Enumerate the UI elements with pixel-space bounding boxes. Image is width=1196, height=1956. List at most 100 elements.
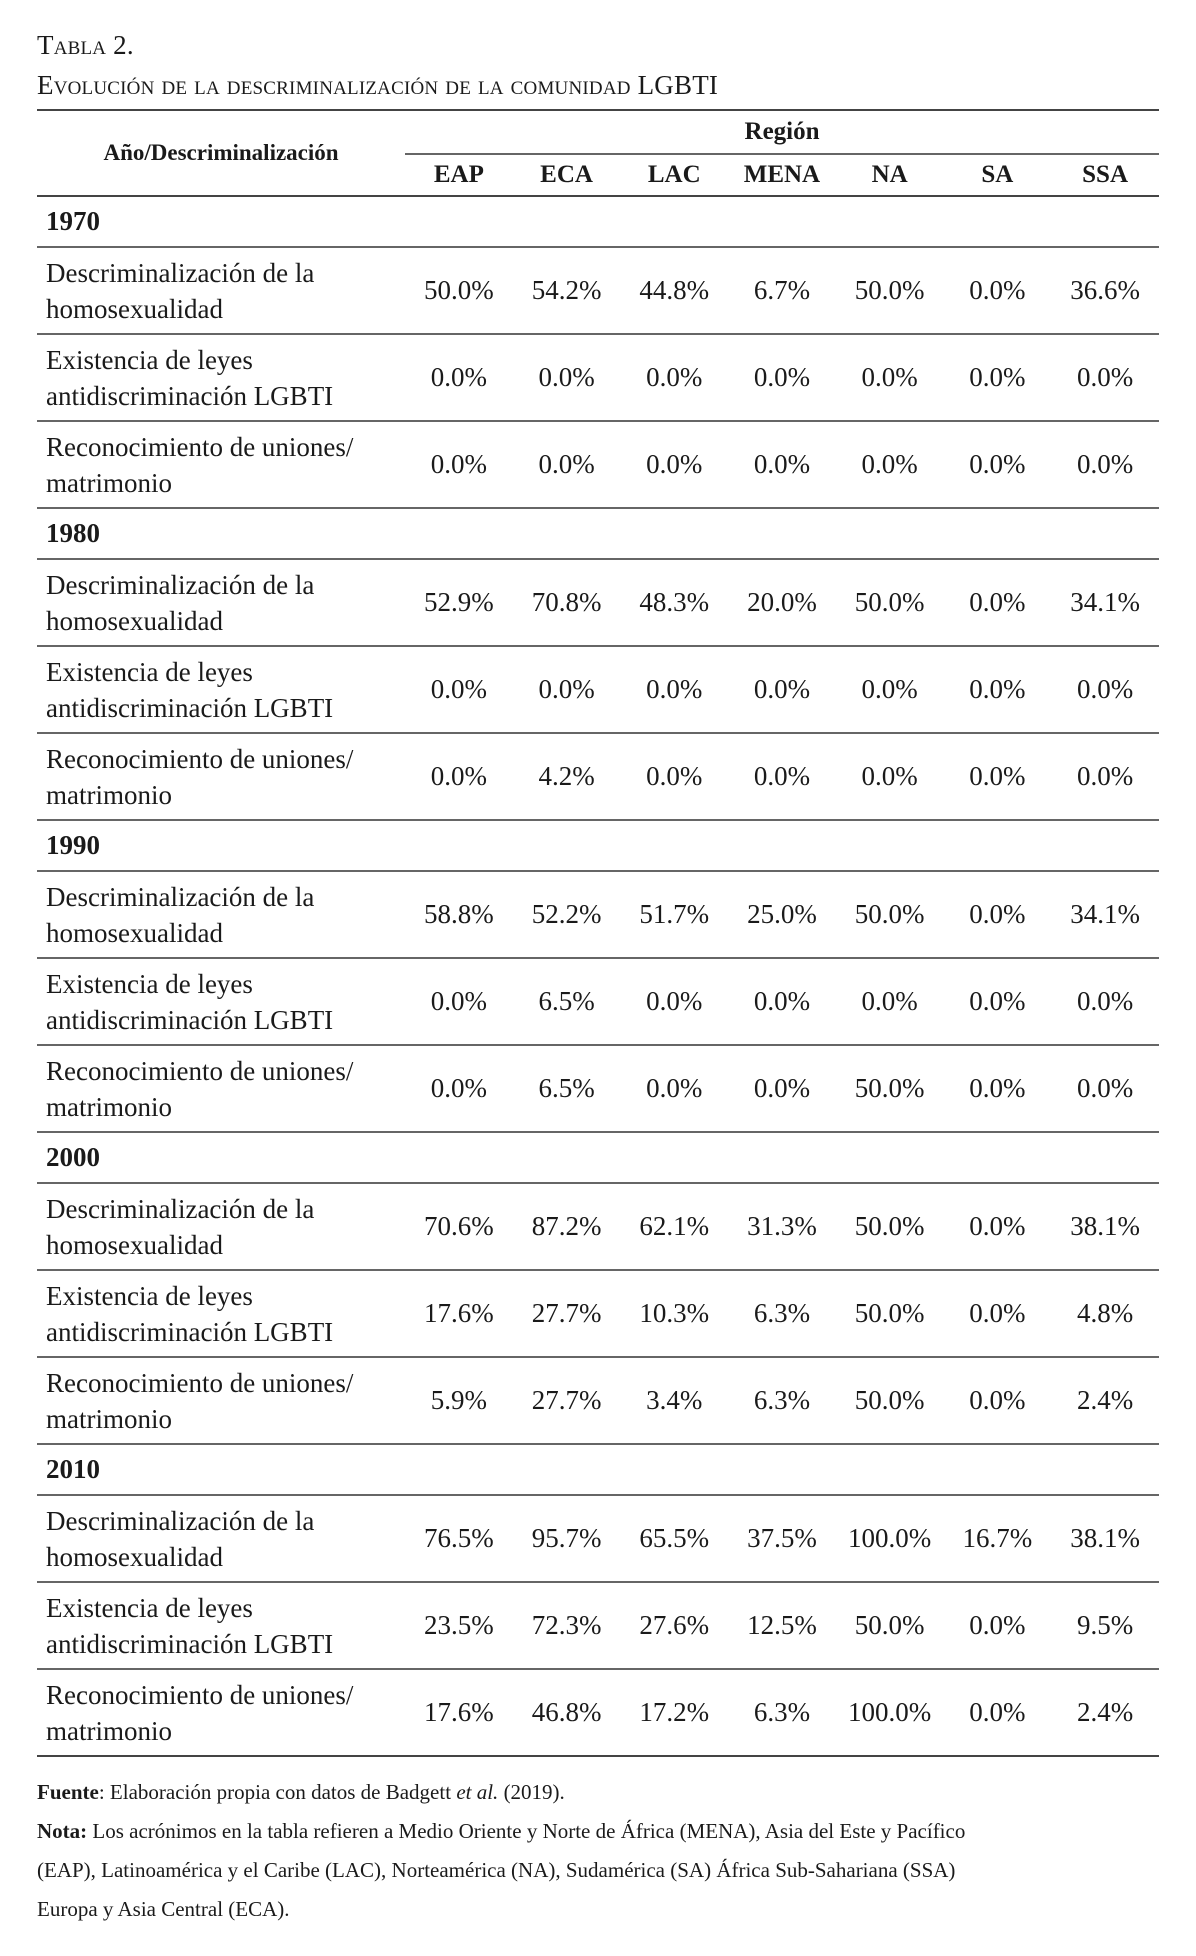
table-footer: Fuente: Elaboración propia con datos de … <box>37 1773 1137 1929</box>
cell-value: 16.7% <box>943 1495 1052 1583</box>
column-header-mena: MENA <box>728 154 836 197</box>
table-number: Tabla 2. <box>37 30 134 60</box>
column-header-ssa: SSA <box>1051 154 1159 197</box>
cell-value: 0.0% <box>620 733 729 821</box>
cell-value: 0.0% <box>728 958 836 1046</box>
indicator-label: Existencia de leyes antidiscriminación L… <box>37 334 406 422</box>
cell-value: 0.0% <box>1051 958 1159 1046</box>
cell-value: 3.4% <box>620 1357 729 1445</box>
cell-value: 100.0% <box>835 1495 944 1583</box>
column-header-eca: ECA <box>512 154 621 197</box>
column-header-lac: LAC <box>620 154 729 197</box>
cell-value: 0.0% <box>620 958 729 1046</box>
cell-value: 0.0% <box>943 1669 1052 1757</box>
indicator-label: Descriminalización de la homosexualidad <box>37 871 406 959</box>
cell-value: 0.0% <box>620 421 729 509</box>
indicator-label: Existencia de leyes antidiscriminación L… <box>37 958 406 1046</box>
cell-value: 0.0% <box>405 733 513 821</box>
cell-value: 4.2% <box>512 733 621 821</box>
year-row: 1970 <box>37 196 1159 248</box>
cell-value: 4.8% <box>1051 1270 1159 1358</box>
cell-value: 0.0% <box>943 958 1052 1046</box>
indicator-label: Existencia de leyes antidiscriminación L… <box>37 1582 406 1670</box>
cell-value: 46.8% <box>512 1669 621 1757</box>
cell-value: 0.0% <box>943 646 1052 734</box>
cell-value: 70.6% <box>405 1183 513 1271</box>
table-title: Evolución de la descriminalización de la… <box>37 70 719 100</box>
cell-value: 5.9% <box>405 1357 513 1445</box>
cell-value: 6.5% <box>512 958 621 1046</box>
cell-value: 50.0% <box>835 1582 944 1670</box>
table-row: Reconocimiento de uniones/ matrimonio 17.… <box>37 1669 1159 1757</box>
cell-value: 0.0% <box>405 334 513 422</box>
cell-value: 62.1% <box>620 1183 729 1271</box>
table-row: Reconocimiento de uniones/ matrimonio 5.9… <box>37 1357 1159 1445</box>
table-row: Existencia de leyes antidiscriminación L… <box>37 1270 1159 1358</box>
table-row: Existencia de leyes antidiscriminación L… <box>37 646 1159 734</box>
cell-value: 48.3% <box>620 559 729 647</box>
cell-value: 0.0% <box>405 1045 513 1133</box>
year-row: 1980 <box>37 508 1159 560</box>
indicator-label: Reconocimiento de uniones/ matrimonio <box>37 1357 406 1445</box>
cell-value: 50.0% <box>835 871 944 959</box>
table-row: Reconocimiento de uniones/ matrimonio 0.0… <box>37 733 1159 821</box>
cell-value: 70.8% <box>512 559 621 647</box>
cell-value: 23.5% <box>405 1582 513 1670</box>
table-row: Descriminalización de la homosexualidad 7… <box>37 1495 1159 1583</box>
cell-value: 0.0% <box>728 733 836 821</box>
indicator-label: Existencia de leyes antidiscriminación L… <box>37 1270 406 1358</box>
table-row: Reconocimiento de uniones/ matrimonio 0.0… <box>37 1045 1159 1133</box>
cell-value: 6.5% <box>512 1045 621 1133</box>
cell-value: 0.0% <box>835 958 944 1046</box>
cell-value: 50.0% <box>835 1183 944 1271</box>
cell-value: 0.0% <box>1051 1045 1159 1133</box>
indicator-label: Reconocimiento de uniones/ matrimonio <box>37 1669 406 1757</box>
cell-value: 76.5% <box>405 1495 513 1583</box>
cell-value: 0.0% <box>943 1582 1052 1670</box>
year-row: 2010 <box>37 1444 1159 1496</box>
indicator-label: Reconocimiento de uniones/ matrimonio <box>37 733 406 821</box>
cell-value: 0.0% <box>943 1270 1052 1358</box>
cell-value: 95.7% <box>512 1495 621 1583</box>
cell-value: 51.7% <box>620 871 729 959</box>
cell-value: 0.0% <box>620 334 729 422</box>
indicator-label: Reconocimiento de uniones/ matrimonio <box>37 1045 406 1133</box>
cell-value: 0.0% <box>943 1183 1052 1271</box>
cell-value: 20.0% <box>728 559 836 647</box>
cell-value: 50.0% <box>405 247 513 335</box>
cell-value: 38.1% <box>1051 1183 1159 1271</box>
cell-value: 0.0% <box>405 958 513 1046</box>
indicator-label: Descriminalización de la homosexualidad <box>37 559 406 647</box>
cell-value: 37.5% <box>728 1495 836 1583</box>
cell-value: 0.0% <box>512 421 621 509</box>
cell-value: 6.3% <box>728 1270 836 1358</box>
year-row: 2000 <box>37 1132 1159 1184</box>
indicator-label: Existencia de leyes antidiscriminación L… <box>37 646 406 734</box>
cell-value: 0.0% <box>943 247 1052 335</box>
cell-value: 17.2% <box>620 1669 729 1757</box>
cell-value: 50.0% <box>835 1045 944 1133</box>
cell-value: 38.1% <box>1051 1495 1159 1583</box>
indicator-label: Descriminalización de la homosexualidad <box>37 247 406 335</box>
group-header: Región <box>405 109 1159 155</box>
column-header-eap: EAP <box>405 154 513 197</box>
cell-value: 52.9% <box>405 559 513 647</box>
cell-value: 12.5% <box>728 1582 836 1670</box>
cell-value: 50.0% <box>835 247 944 335</box>
source-note: Fuente: Elaboración propia con datos de … <box>37 1780 565 1804</box>
cell-value: 9.5% <box>1051 1582 1159 1670</box>
cell-value: 0.0% <box>405 421 513 509</box>
data-table: Año/Descriminalización Región EAP ECA LAC M… <box>37 109 1159 1757</box>
cell-value: 52.2% <box>512 871 621 959</box>
cell-value: 17.6% <box>405 1270 513 1358</box>
cell-value: 0.0% <box>728 1045 836 1133</box>
cell-value: 0.0% <box>943 733 1052 821</box>
cell-value: 0.0% <box>1051 733 1159 821</box>
year-label: 1980 <box>37 508 1159 560</box>
cell-value: 34.1% <box>1051 559 1159 647</box>
cell-value: 0.0% <box>620 646 729 734</box>
cell-value: 25.0% <box>728 871 836 959</box>
cell-value: 44.8% <box>620 247 729 335</box>
cell-value: 2.4% <box>1051 1357 1159 1445</box>
table-row: Descriminalización de la homosexualidad 5… <box>37 247 1159 335</box>
